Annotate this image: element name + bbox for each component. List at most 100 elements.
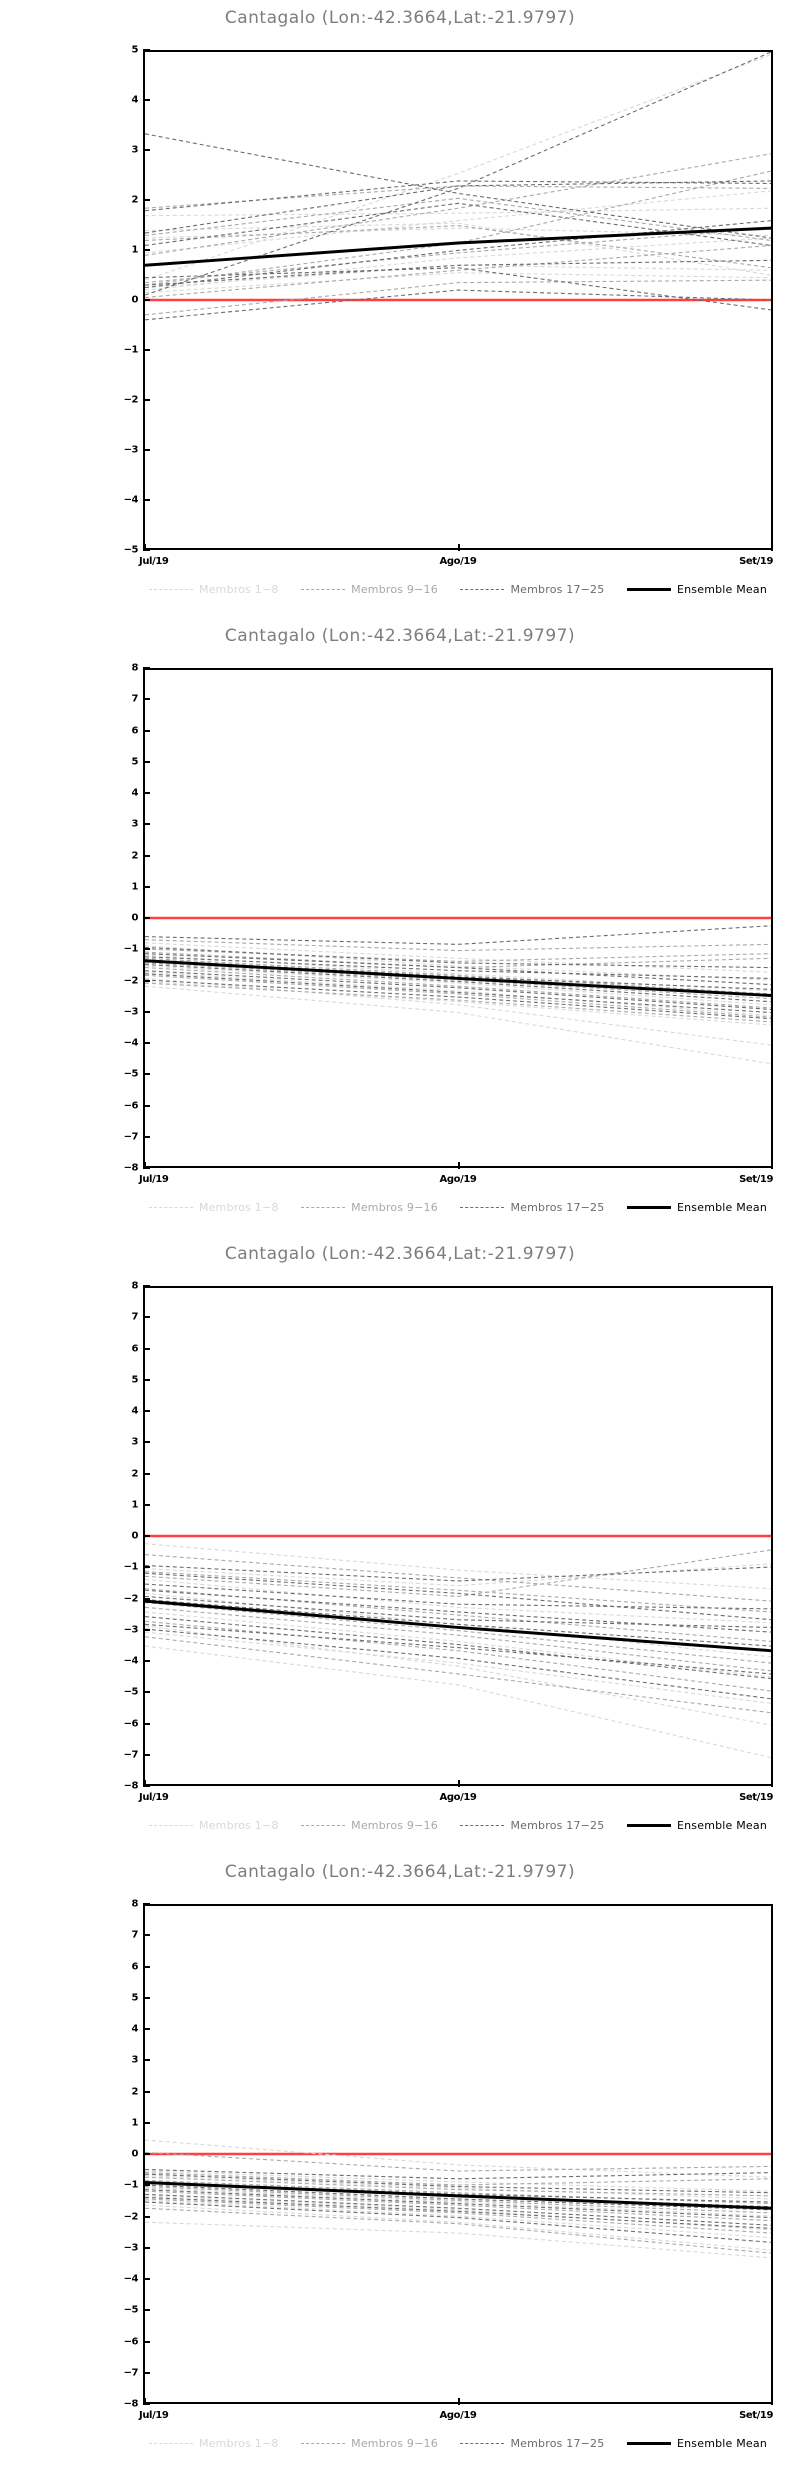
x-tick-mark (144, 1162, 146, 1169)
y-tick-mark (143, 349, 150, 351)
legend-item[interactable]: Membros 17−25 (460, 1819, 604, 1832)
y-tick-mark (143, 499, 150, 501)
member-line (145, 2170, 771, 2192)
legend-item[interactable]: Membros 1−8 (149, 1201, 279, 1214)
member-line (145, 2187, 771, 2217)
member-line (145, 982, 771, 1023)
y-tick-labels: 5 4 3 2 1 0 −1 −2 −3 −4 −5 (100, 45, 139, 556)
member-line (145, 1549, 771, 1597)
x-tick-labels: Jul/19 Ago/19 Set/19 (139, 1780, 773, 1812)
y-tick-mark (143, 792, 150, 794)
y-tick-label: −1 (123, 2179, 139, 2191)
y-tick-label: 2 (131, 2086, 139, 2097)
y-tick-mark (143, 667, 150, 669)
x-tick-label: Set/19 (739, 1174, 773, 1185)
legend-item[interactable]: Ensemble Mean (626, 583, 767, 596)
y-tick-mark (143, 249, 150, 251)
y-tick-label: −8 (123, 1162, 139, 1174)
member-line (145, 974, 771, 1018)
legend-item[interactable]: Ensemble Mean (626, 1201, 767, 1214)
legend-item[interactable]: Membros 1−8 (149, 583, 279, 596)
x-tick-label: Ago/19 (439, 1174, 477, 1185)
legend-label: Membros 17−25 (510, 582, 605, 596)
member-line (145, 1571, 771, 1613)
y-tick-label: −5 (123, 544, 139, 556)
plot-svg (145, 2139, 771, 2259)
legend-item[interactable]: Membros 9−16 (301, 583, 438, 596)
x-tick-label: Jul/19 (139, 1792, 169, 1803)
y-tick-mark (143, 948, 150, 951)
y-tick-label: −5 (123, 1068, 139, 1080)
legend-item[interactable]: Membros 1−8 (149, 1819, 279, 1832)
y-tick-label: 1 (131, 1499, 139, 1511)
legend-item[interactable]: Membros 17−25 (460, 583, 604, 596)
member-line (145, 225, 771, 269)
member-line (145, 2175, 771, 2200)
member-line (145, 2201, 771, 2243)
legend-label: Membros 1−8 (199, 582, 279, 596)
member-line (145, 1602, 771, 1664)
y-tick-mark (143, 1753, 150, 1756)
member-line (145, 2221, 771, 2259)
member-line (145, 52, 771, 296)
legend-item[interactable]: Membros 9−16 (301, 2437, 438, 2450)
legend-swatch-icon (149, 1824, 193, 1826)
x-tick-mark (144, 544, 146, 551)
x-tick-labels: Jul/19 Ago/19 Set/19 (139, 2398, 773, 2430)
x-tick-label: Jul/19 (139, 1174, 169, 1185)
plot-area (143, 668, 773, 1168)
x-tick-mark (771, 1162, 773, 1169)
legend-item[interactable]: Membros 9−16 (301, 1819, 438, 1832)
legend-swatch-icon (301, 1824, 346, 1826)
y-tick-mark (143, 979, 150, 982)
member-line (145, 979, 771, 1020)
y-tick-label: 7 (131, 693, 139, 705)
y-axis-label-wrap: Anomalia de Temperatura Media a 2m (oC) (60, 668, 197, 1168)
y-tick-label: 3 (131, 2054, 139, 2066)
legend-item[interactable]: Ensemble Mean (626, 2437, 767, 2450)
plot-svg (145, 916, 771, 1065)
legend-item[interactable]: Membros 9−16 (301, 1201, 438, 1214)
y-tick-label: −2 (123, 394, 139, 406)
y-tick-label: −3 (123, 444, 139, 456)
member-line (145, 180, 771, 234)
y-tick-mark (143, 1347, 150, 1350)
x-tick-mark (771, 1780, 773, 1787)
member-line (145, 970, 771, 1010)
ensemble-mean-line (145, 2181, 771, 2210)
y-tick-label: 7 (131, 1311, 139, 1323)
legend-item[interactable]: Membros 17−25 (460, 2437, 604, 2450)
y-tick-mark (143, 2090, 150, 2093)
x-tick-label: Ago/19 (439, 1792, 477, 1803)
member-line (145, 1599, 771, 1647)
y-tick-mark (143, 399, 150, 401)
y-tick-label: 4 (131, 2023, 139, 2035)
x-tick-label: Ago/19 (439, 556, 477, 567)
legend-label: Membros 17−25 (510, 1818, 605, 1832)
legend-item[interactable]: Membros 17−25 (460, 1201, 604, 1214)
legend-label: Membros 1−8 (199, 2436, 279, 2450)
member-line (145, 953, 771, 986)
member-line (145, 202, 771, 246)
legend-label: Membros 1−8 (199, 1200, 279, 1214)
y-tick-label: 0 (131, 912, 139, 924)
x-tick-mark (458, 1162, 460, 1169)
chart-title: Cantagalo (Lon:-42.3664,Lat:-21.9797) (224, 8, 576, 28)
member-line (145, 227, 771, 284)
y-tick-label: 5 (131, 756, 139, 768)
legend-item[interactable]: Ensemble Mean (626, 1819, 767, 1832)
y-tick-mark (143, 149, 150, 151)
chart-legend: Membros 1−8 Membros 9−16 Membros 17−25 Ense… (143, 1196, 773, 1218)
y-tick-mark (143, 1104, 150, 1107)
legend-item[interactable]: Membros 1−8 (149, 2437, 279, 2450)
plot-svg (145, 52, 771, 321)
y-tick-label: −5 (123, 1686, 139, 1698)
legend-swatch-icon (301, 588, 346, 590)
chart-title: Cantagalo (Lon:-42.3664,Lat:-21.9797) (224, 626, 576, 646)
y-tick-labels: 8 7 6 5 4 3 2 1 0 −1 −2 −3 −4 −5 −6 −7 −8 (100, 1899, 139, 2410)
member-line (145, 957, 771, 995)
y-tick-mark (143, 1010, 150, 1013)
member-line (145, 925, 771, 945)
x-tick-mark (771, 2398, 773, 2405)
